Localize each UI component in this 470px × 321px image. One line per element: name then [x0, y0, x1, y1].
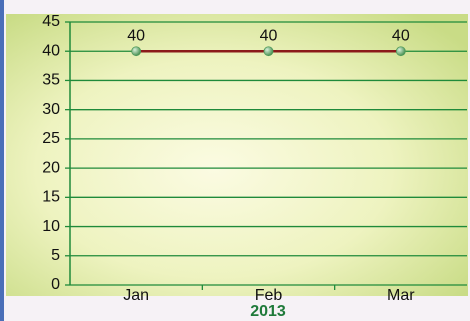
x-tick-label: Mar	[387, 287, 415, 304]
x-tick-label: Feb	[255, 287, 283, 304]
marker	[263, 46, 274, 57]
data-label: 40	[127, 27, 145, 44]
frame-edge	[0, 0, 4, 321]
y-tick-label: 20	[42, 159, 60, 176]
y-tick-label: 40	[42, 42, 60, 59]
y-tick-label: 25	[42, 130, 60, 147]
y-tick-label: 10	[42, 218, 60, 235]
data-label: 40	[392, 27, 410, 44]
data-label: 40	[260, 27, 278, 44]
y-tick-label: 5	[51, 247, 60, 264]
x-tick-label: Jan	[123, 287, 149, 304]
y-tick-label: 45	[42, 13, 60, 30]
y-tick-label: 35	[42, 72, 60, 89]
y-tick-label: 15	[42, 189, 60, 206]
plot-background	[6, 14, 468, 296]
marker	[395, 46, 406, 57]
y-tick-label: 30	[42, 101, 60, 118]
marker	[131, 46, 142, 57]
y-tick-label: 0	[51, 276, 60, 293]
x-axis-label: 2013	[250, 303, 286, 320]
